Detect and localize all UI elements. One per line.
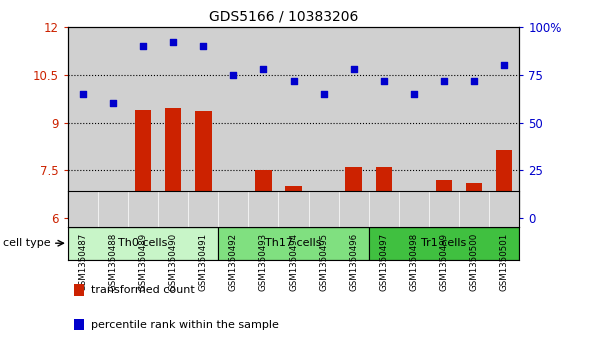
Bar <box>218 27 248 218</box>
Bar <box>405 202 422 218</box>
Bar <box>278 27 309 218</box>
Point <box>109 101 118 106</box>
Point <box>349 66 359 72</box>
Bar <box>399 27 429 218</box>
Bar <box>74 202 91 218</box>
Bar <box>315 205 332 218</box>
Point <box>439 78 449 83</box>
Point <box>499 62 509 68</box>
Text: percentile rank within the sample: percentile rank within the sample <box>91 319 279 330</box>
Bar <box>248 27 278 218</box>
Bar <box>225 208 242 218</box>
Bar <box>345 167 362 218</box>
Bar <box>369 27 399 218</box>
Text: GDS5166 / 10383206: GDS5166 / 10383206 <box>208 9 358 23</box>
Bar <box>429 27 459 218</box>
Bar <box>68 227 218 260</box>
Bar <box>375 167 392 218</box>
Point <box>289 78 298 83</box>
Bar <box>68 27 98 218</box>
Point <box>169 40 178 45</box>
Bar <box>255 170 272 218</box>
Point <box>319 91 328 97</box>
Bar <box>369 227 519 260</box>
Bar <box>285 186 302 218</box>
Text: Th0 cells: Th0 cells <box>119 238 168 248</box>
Bar <box>466 183 483 218</box>
Bar <box>128 27 158 218</box>
Bar <box>135 110 152 218</box>
Point <box>78 91 88 97</box>
Point <box>198 43 208 49</box>
Bar <box>459 27 489 218</box>
Bar <box>188 27 218 218</box>
Bar <box>489 27 519 218</box>
Text: cell type: cell type <box>3 238 51 248</box>
Bar <box>104 215 122 218</box>
Bar <box>98 27 128 218</box>
Bar <box>218 227 369 260</box>
Bar <box>158 27 188 218</box>
Point <box>258 66 268 72</box>
Point <box>379 78 388 83</box>
Text: Tr1 cells: Tr1 cells <box>421 238 467 248</box>
Bar <box>435 180 453 218</box>
Point <box>228 72 238 78</box>
Point <box>138 43 148 49</box>
Bar <box>165 108 182 218</box>
Bar <box>339 27 369 218</box>
Bar <box>195 111 212 218</box>
Text: transformed count: transformed count <box>91 285 195 295</box>
Bar <box>309 27 339 218</box>
Text: Th17 cells: Th17 cells <box>266 238 322 248</box>
Point <box>409 91 419 97</box>
Point <box>470 78 479 83</box>
Bar <box>496 150 513 218</box>
